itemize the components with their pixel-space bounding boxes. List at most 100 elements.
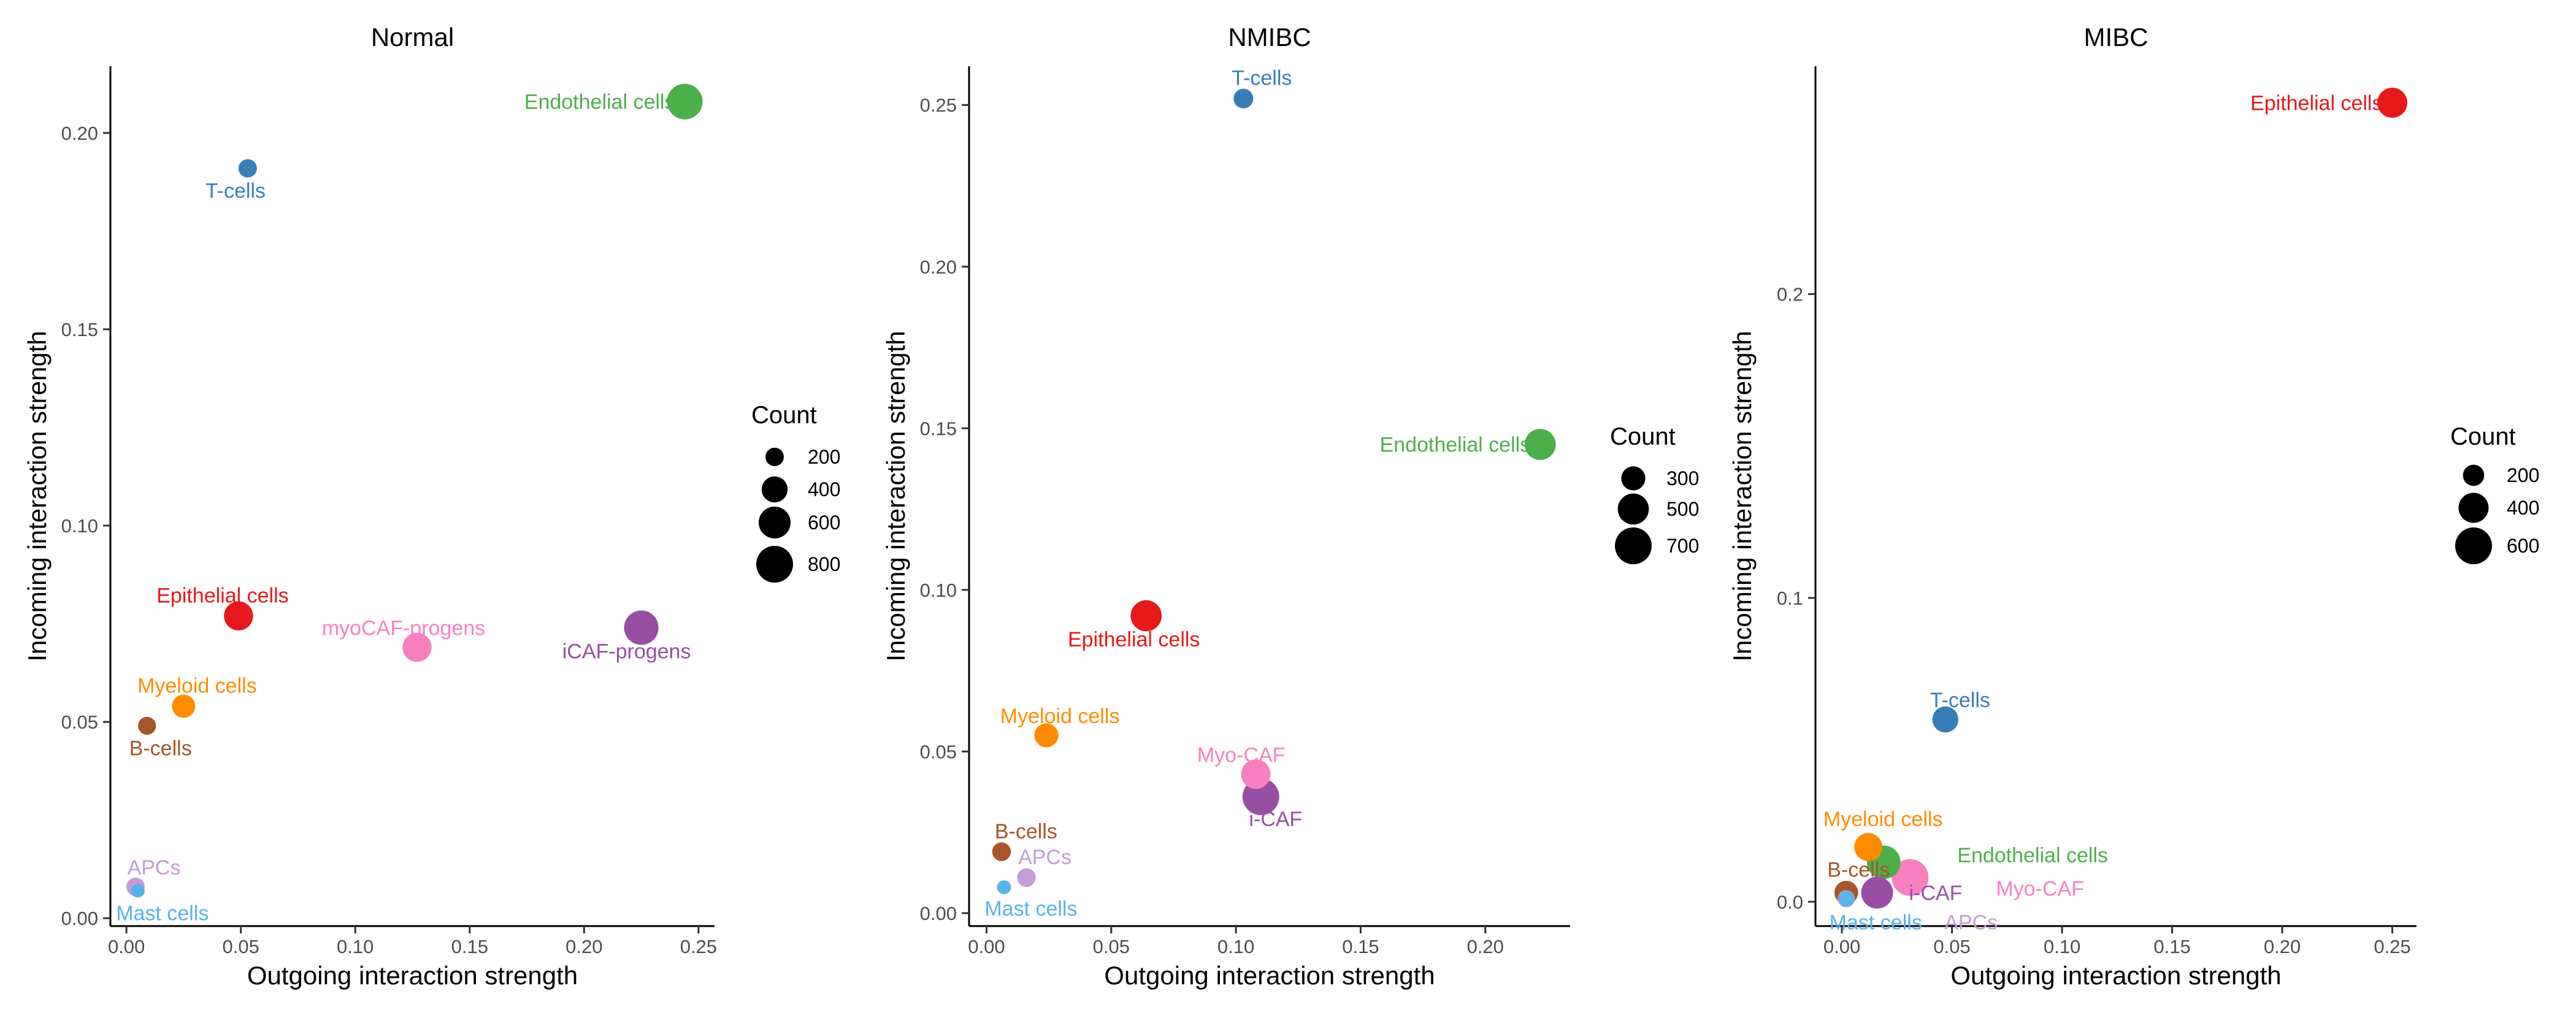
y-tick-label: 0.1 <box>1777 588 1803 609</box>
y-axis-title: Incoming interaction strength <box>23 331 52 661</box>
y-tick-label: 0.15 <box>61 319 98 340</box>
x-tick-label: 0.25 <box>2374 936 2410 957</box>
point-b-cells <box>138 716 156 735</box>
panel-mibc: MIBC 0.00 0.05 0.10 0.15 0.20 0.25 0.0 0.1 0.2 Out… <box>1728 23 2539 990</box>
legend-key-400 <box>2458 492 2489 523</box>
y-tick-label: 0.00 <box>61 908 98 929</box>
point-mast-cells <box>1838 891 1855 907</box>
y-axis-title: Incoming interaction strength <box>881 331 910 661</box>
y-tick-label: 0.15 <box>920 418 957 439</box>
legend-label: 200 <box>2507 464 2539 486</box>
point-label-i-caf: i-CAF <box>1249 808 1302 831</box>
point-label-apcs: APCs <box>128 856 181 879</box>
legend-label: 400 <box>2507 497 2539 519</box>
point-label-endothelial-cells: Endothelial cells <box>524 91 675 114</box>
panel-title: MIBC <box>2084 23 2149 52</box>
x-tick-label: 0.20 <box>1467 936 1504 957</box>
x-tick-label: 0.00 <box>1823 936 1860 957</box>
point-label-mast-cells: Mast cells <box>116 902 209 925</box>
point-label-myocaf-progens: myoCAF-progens <box>322 616 485 640</box>
point-label-t-cells: T-cells <box>1930 689 1990 712</box>
x-tick-label: 0.15 <box>451 936 488 957</box>
point-myeloid-cells <box>1854 833 1883 862</box>
x-tick-label: 0.10 <box>1217 936 1254 957</box>
point-label-myeloid-cells: Myeloid cells <box>137 674 257 697</box>
legend-label: 300 <box>1666 467 1699 489</box>
y-tick-label: 0.20 <box>61 123 98 144</box>
x-tick-label: 0.10 <box>2044 936 2080 957</box>
legend-title: Count <box>2450 423 2516 450</box>
x-tick-label: 0.00 <box>968 936 1005 957</box>
y-tick-label: 0.05 <box>920 741 957 762</box>
legend-key-300 <box>1621 466 1646 491</box>
panel-normal: Normal 0.00 0.05 0.10 0.15 0.20 0.25 0.00 0.05 0.… <box>23 23 840 990</box>
x-tick-label: 0.05 <box>1933 936 1970 957</box>
point-epithelial-cells <box>2377 87 2408 118</box>
point-label-t-cells: T-cells <box>205 179 266 202</box>
point-label-myo-caf: Myo-CAF <box>1996 878 2084 901</box>
x-axis-title: Outgoing interaction strength <box>1950 961 2281 990</box>
legend-title: Count <box>751 402 817 429</box>
point-endothelial-cells <box>1524 429 1556 461</box>
legend-key-200 <box>765 448 784 466</box>
point-myocaf-progens <box>402 632 432 662</box>
point-label-endothelial-cells: Endothelial cells <box>1957 844 2108 867</box>
y-tick-label: 0.05 <box>61 711 98 733</box>
y-axis-title: Incoming interaction strength <box>1728 331 1757 661</box>
point-icaf-progens <box>624 610 659 645</box>
x-tick-label: 0.10 <box>337 936 374 957</box>
legend-label: 500 <box>1666 498 1699 520</box>
legend-key-700 <box>1615 527 1652 564</box>
point-mast-cells <box>131 884 145 898</box>
point-label-apcs: APCs <box>1018 846 1071 869</box>
point-label-myo-caf: Myo-CAF <box>1197 743 1286 767</box>
legend-key-600 <box>759 507 791 538</box>
y-tick-label: 0.20 <box>920 256 957 278</box>
point-i-caf <box>1861 876 1893 909</box>
legend-key-200 <box>2463 464 2485 486</box>
x-tick-label: 0.00 <box>108 936 145 957</box>
legend-label: 400 <box>808 478 840 500</box>
point-b-cells <box>992 842 1011 861</box>
point-endothelial-cells <box>667 83 703 120</box>
point-myo-caf <box>1892 859 1929 896</box>
y-tick-label: 0.0 <box>1777 891 1803 913</box>
legend-label: 600 <box>2507 535 2539 557</box>
x-tick-label: 0.05 <box>1093 936 1130 957</box>
point-label-epithelial-cells: Epithelial cells <box>1068 628 1200 651</box>
point-label-apcs: APCs <box>1944 911 1998 934</box>
x-axis-title: Outgoing interaction strength <box>1104 961 1435 990</box>
point-t-cells <box>1233 88 1254 109</box>
x-tick-label: 0.05 <box>222 936 259 957</box>
point-label-b-cells: B-cells <box>1827 859 1890 882</box>
legend-label: 800 <box>808 553 840 575</box>
panel-title: NMIBC <box>1228 23 1311 52</box>
point-mast-cells <box>997 880 1011 895</box>
point-myo-caf <box>1241 759 1271 789</box>
legend-label: 200 <box>808 446 840 468</box>
point-myeloid-cells <box>1034 723 1059 748</box>
point-label-icaf-progens: iCAF-progens <box>562 640 691 663</box>
point-epithelial-cells <box>224 601 253 630</box>
point-label-b-cells: B-cells <box>129 737 192 760</box>
point-label-i-caf: i-CAF <box>1909 882 1963 905</box>
point-label-myeloid-cells: Myeloid cells <box>1000 705 1120 728</box>
y-tick-label: 0.25 <box>920 94 957 116</box>
point-myeloid-cells <box>172 694 196 718</box>
point-epithelial-cells <box>1130 600 1162 632</box>
point-t-cells <box>238 159 257 178</box>
legend-key-400 <box>761 476 788 503</box>
point-label-mast-cells: Mast cells <box>984 897 1077 921</box>
legend-label: 600 <box>808 511 840 534</box>
panel-title: Normal <box>371 23 454 52</box>
x-tick-label: 0.15 <box>2153 936 2190 957</box>
panel-nmibc: NMIBC 0.00 0.05 0.10 0.15 0.20 0.00 0.05 0.10 0.1… <box>881 23 1699 990</box>
x-tick-label: 0.20 <box>565 936 602 957</box>
point-label-t-cells: T-cells <box>1232 67 1292 90</box>
point-label-mast-cells: Mast cells <box>1830 911 1922 934</box>
point-t-cells <box>1932 706 1959 733</box>
x-axis-title: Outgoing interaction strength <box>247 961 578 990</box>
y-tick-label: 0.10 <box>920 580 957 601</box>
